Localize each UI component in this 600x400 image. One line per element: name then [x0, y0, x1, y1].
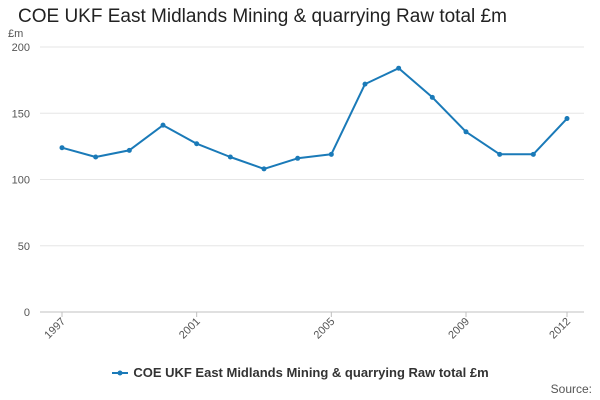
data-point[interactable]	[328, 151, 334, 157]
data-point[interactable]	[362, 81, 368, 87]
x-tick-label: 2012	[547, 316, 573, 342]
data-point[interactable]	[227, 154, 233, 160]
data-point[interactable]	[497, 151, 503, 157]
data-point[interactable]	[160, 122, 166, 128]
data-point[interactable]	[396, 65, 402, 71]
data-point[interactable]	[126, 147, 132, 153]
data-point[interactable]	[194, 141, 200, 147]
series-layer	[59, 65, 570, 172]
x-tick-label: 2001	[177, 316, 203, 342]
y-tick-label: 50	[18, 241, 30, 253]
data-point[interactable]	[261, 166, 267, 172]
y-axis-label: £m	[8, 28, 23, 40]
data-point[interactable]	[429, 94, 435, 100]
data-point[interactable]	[564, 116, 570, 122]
y-tick-label: 150	[12, 108, 30, 120]
x-tick-label: 2009	[446, 316, 472, 342]
x-tick-label: 1997	[42, 316, 68, 342]
axes: 0 50 100 150 200 £m 1997 2001 2005 2009 2012	[8, 28, 573, 341]
y-tick-label: 100	[12, 175, 30, 187]
data-point[interactable]	[93, 154, 99, 160]
gridlines	[40, 46, 584, 313]
chart-title: COE UKF East Midlands Mining & quarrying…	[18, 6, 507, 27]
legend[interactable]: COE UKF East Midlands Mining & quarrying…	[0, 364, 600, 380]
data-point[interactable]	[463, 129, 469, 135]
data-point[interactable]	[295, 155, 301, 161]
y-tick-label: 0	[24, 307, 30, 319]
legend-line-marker-icon	[112, 370, 129, 376]
data-point[interactable]	[59, 145, 65, 151]
series-line	[61, 67, 568, 170]
source-label: Source:	[550, 382, 592, 396]
data-point[interactable]	[530, 151, 536, 157]
legend-label: COE UKF East Midlands Mining & quarrying…	[133, 365, 489, 381]
x-tick-label: 2005	[312, 316, 338, 342]
y-tick-label: 200	[12, 42, 30, 54]
